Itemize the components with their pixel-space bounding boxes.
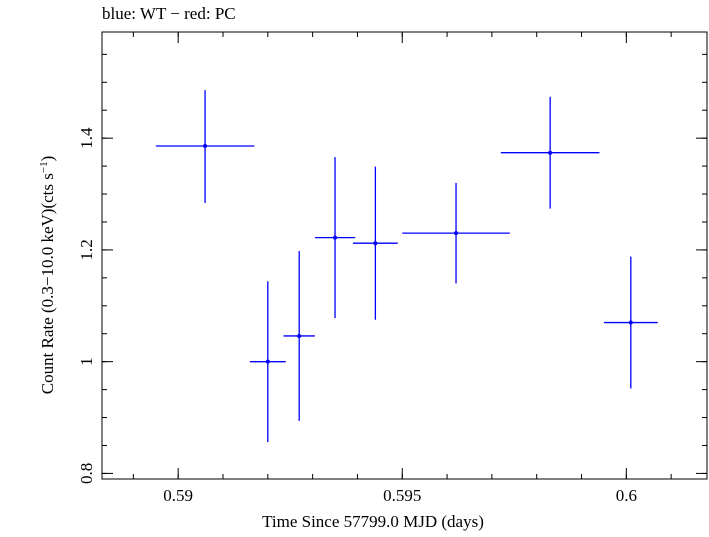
data-point (500, 96, 600, 209)
point-marker (548, 150, 553, 155)
y-tick-label: 1.4 (77, 127, 96, 149)
y-axis-label-close: ) (38, 156, 57, 162)
plot-frame (101, 31, 708, 480)
point-marker (203, 143, 208, 148)
point-marker (297, 333, 302, 338)
chart-title: blue: WT − red: PC (102, 4, 236, 23)
y-axis-label: Count Rate (0.3−10.0 keV)(cts s−1) (38, 156, 57, 395)
x-tick-label: 0.6 (616, 486, 637, 505)
point-marker (373, 241, 378, 246)
y-axis-label-main: Count Rate (0.3−10.0 keV)(cts s (38, 173, 57, 394)
axis-ticks (102, 32, 707, 479)
point-marker (454, 231, 459, 236)
y-tick-label: 0.8 (77, 463, 96, 484)
data-point (283, 251, 315, 421)
point-marker (628, 320, 633, 325)
data-marks (155, 90, 658, 443)
data-point (402, 182, 510, 284)
data-point (352, 166, 398, 320)
data-point (314, 157, 356, 319)
x-tick-label: 0.59 (163, 486, 193, 505)
point-marker (265, 359, 270, 364)
y-tick-label: 1.2 (77, 239, 96, 260)
axis-tick-labels: 0.59 0.595 0.6 0.8 1 1.2 1.4 (77, 127, 637, 505)
data-point (155, 90, 255, 203)
x-tick-label: 0.595 (383, 486, 421, 505)
data-point (249, 281, 286, 443)
x-axis-label: Time Since 57799.0 MJD (days) (262, 512, 484, 531)
y-tick-label: 1 (77, 357, 96, 366)
point-marker (333, 235, 338, 240)
y-axis-label-exponent: −1 (38, 161, 50, 173)
data-point (603, 256, 658, 389)
